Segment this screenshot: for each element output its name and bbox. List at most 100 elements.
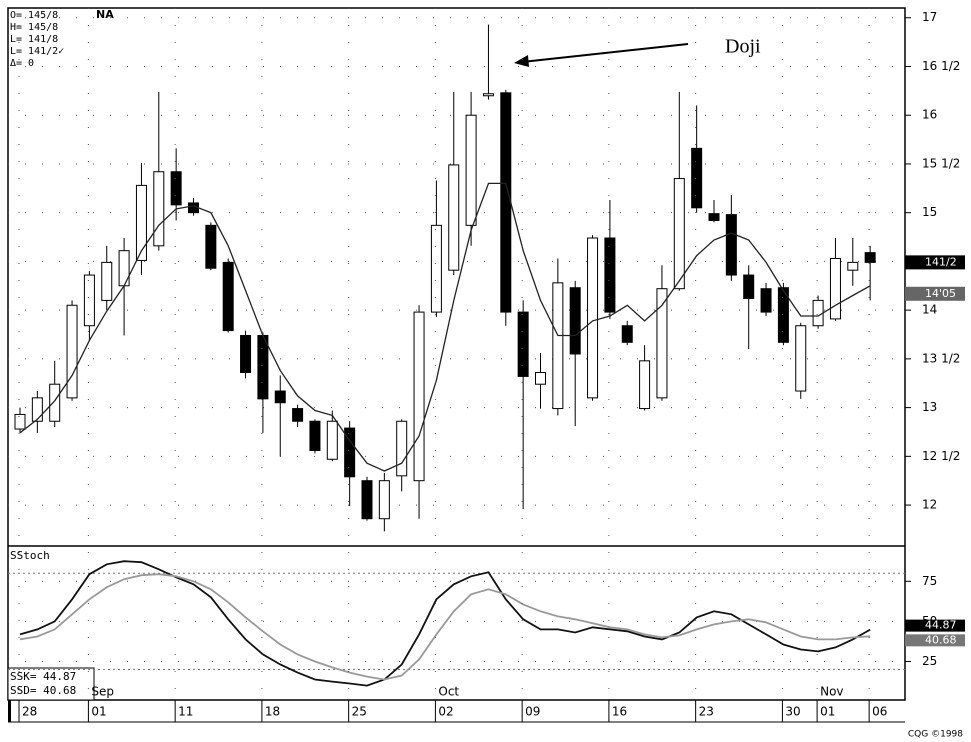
- candle-body: [153, 171, 165, 247]
- candle-body: [500, 92, 512, 313]
- month-label: Oct: [438, 685, 459, 699]
- ma-label: 14'05: [925, 287, 956, 300]
- axis-marker: [8, 700, 11, 722]
- candle-body: [49, 383, 61, 422]
- readout: L= 141/8: [10, 34, 58, 45]
- candle-body: [396, 420, 408, 477]
- candle-body: [482, 93, 494, 97]
- x-tick-label: 16: [612, 705, 627, 719]
- candle-body: [621, 325, 633, 343]
- panel-title: SStoch: [10, 549, 50, 562]
- candle-body: [205, 224, 217, 269]
- candle-body: [673, 178, 685, 290]
- y-tick-label: 17: [922, 10, 937, 24]
- x-tick-label: 02: [438, 705, 453, 719]
- x-tick-label: 01: [91, 705, 106, 719]
- candle-body: [344, 427, 356, 478]
- candle-body: [691, 147, 703, 209]
- value-box-label: 40.68: [925, 633, 957, 646]
- candle-body: [656, 288, 668, 399]
- x-tick-label: 01: [820, 705, 835, 719]
- y-tick-label: 13 1/2: [922, 351, 960, 365]
- y-tick-label: 14: [922, 303, 937, 317]
- candle-body: [847, 261, 859, 271]
- candle-body: [309, 420, 321, 451]
- readout: SSD= 40.68: [10, 684, 76, 697]
- candle-body: [135, 184, 147, 261]
- y-tick-label: 12: [922, 498, 937, 512]
- candle-body: [569, 287, 581, 355]
- candle-body: [118, 250, 130, 287]
- candle-body: [14, 413, 26, 430]
- candle-body: [465, 114, 477, 226]
- candle-body: [760, 288, 772, 313]
- stoch-line: [19, 573, 871, 681]
- arrow-head: [514, 55, 529, 67]
- candle-body: [430, 224, 442, 313]
- moving-average: [19, 182, 871, 472]
- month-label: Sep: [91, 685, 114, 699]
- candle-body: [552, 282, 564, 410]
- footer: CQG ©1998: [908, 730, 963, 740]
- candle-body: [413, 311, 425, 482]
- candle-body: [777, 287, 789, 343]
- x-tick-label: 11: [178, 705, 193, 719]
- candle-body: [639, 360, 651, 410]
- candle-body: [725, 214, 737, 276]
- y-tick-label: 16 1/2: [922, 59, 960, 73]
- candle-body: [535, 372, 546, 385]
- value-box: [905, 634, 965, 647]
- candle-body: [326, 420, 338, 460]
- value-box: [905, 619, 965, 632]
- candle-body: [587, 237, 599, 399]
- y-tick-label: 75: [922, 574, 937, 588]
- candle-body: [708, 213, 720, 221]
- candle-body: [101, 261, 113, 301]
- x-tick-label: 06: [872, 705, 887, 719]
- candle-body: [378, 480, 390, 520]
- candle-body: [517, 311, 529, 377]
- candle-body: [795, 325, 807, 392]
- price-label: 141/2: [925, 255, 957, 268]
- candle-body: [83, 274, 95, 327]
- candle-body: [812, 299, 824, 327]
- candle-body: [292, 408, 304, 422]
- annotation-arrow: [521, 43, 689, 63]
- candle-body: [361, 480, 373, 520]
- annotation: Doji: [725, 36, 761, 58]
- x-tick-label: 18: [265, 705, 280, 719]
- readout: SSK= 44.87: [10, 670, 76, 683]
- stoch-line: [19, 560, 871, 687]
- readout: L= 141/2✓: [10, 46, 64, 57]
- candle-body: [170, 171, 182, 206]
- readout-box: [7, 667, 95, 701]
- ma-box: [905, 286, 965, 301]
- candle-body: [222, 261, 234, 332]
- candle-body: [448, 164, 460, 271]
- x-tick-label: 23: [699, 705, 714, 719]
- candle-body: [240, 334, 252, 374]
- y-tick-label: 12 1/2: [922, 449, 960, 463]
- y-tick-label: 16: [922, 108, 937, 122]
- price-box: [905, 255, 965, 270]
- candle-body: [257, 334, 269, 400]
- y-tick-label: 25: [922, 654, 937, 668]
- y-tick-label: 13: [922, 400, 937, 414]
- y-tick-label: 15: [922, 205, 937, 219]
- candle-body: [829, 257, 841, 320]
- x-tick-label: 25: [352, 705, 367, 719]
- x-tick-label: 09: [525, 705, 540, 719]
- candle-body: [274, 390, 286, 404]
- candle-body: [66, 304, 78, 399]
- candle-body: [743, 274, 755, 299]
- plot-frame: [7, 7, 906, 701]
- readout: O= 145/8: [10, 10, 58, 21]
- readout: Δ= 0: [10, 58, 34, 69]
- candle-body: [864, 252, 876, 263]
- value-box-label: 44.87: [925, 619, 957, 632]
- readout: H= 145/8: [10, 22, 58, 33]
- month-label: Nov: [820, 685, 843, 699]
- candle-body: [31, 397, 43, 422]
- symbol: NA: [96, 8, 114, 21]
